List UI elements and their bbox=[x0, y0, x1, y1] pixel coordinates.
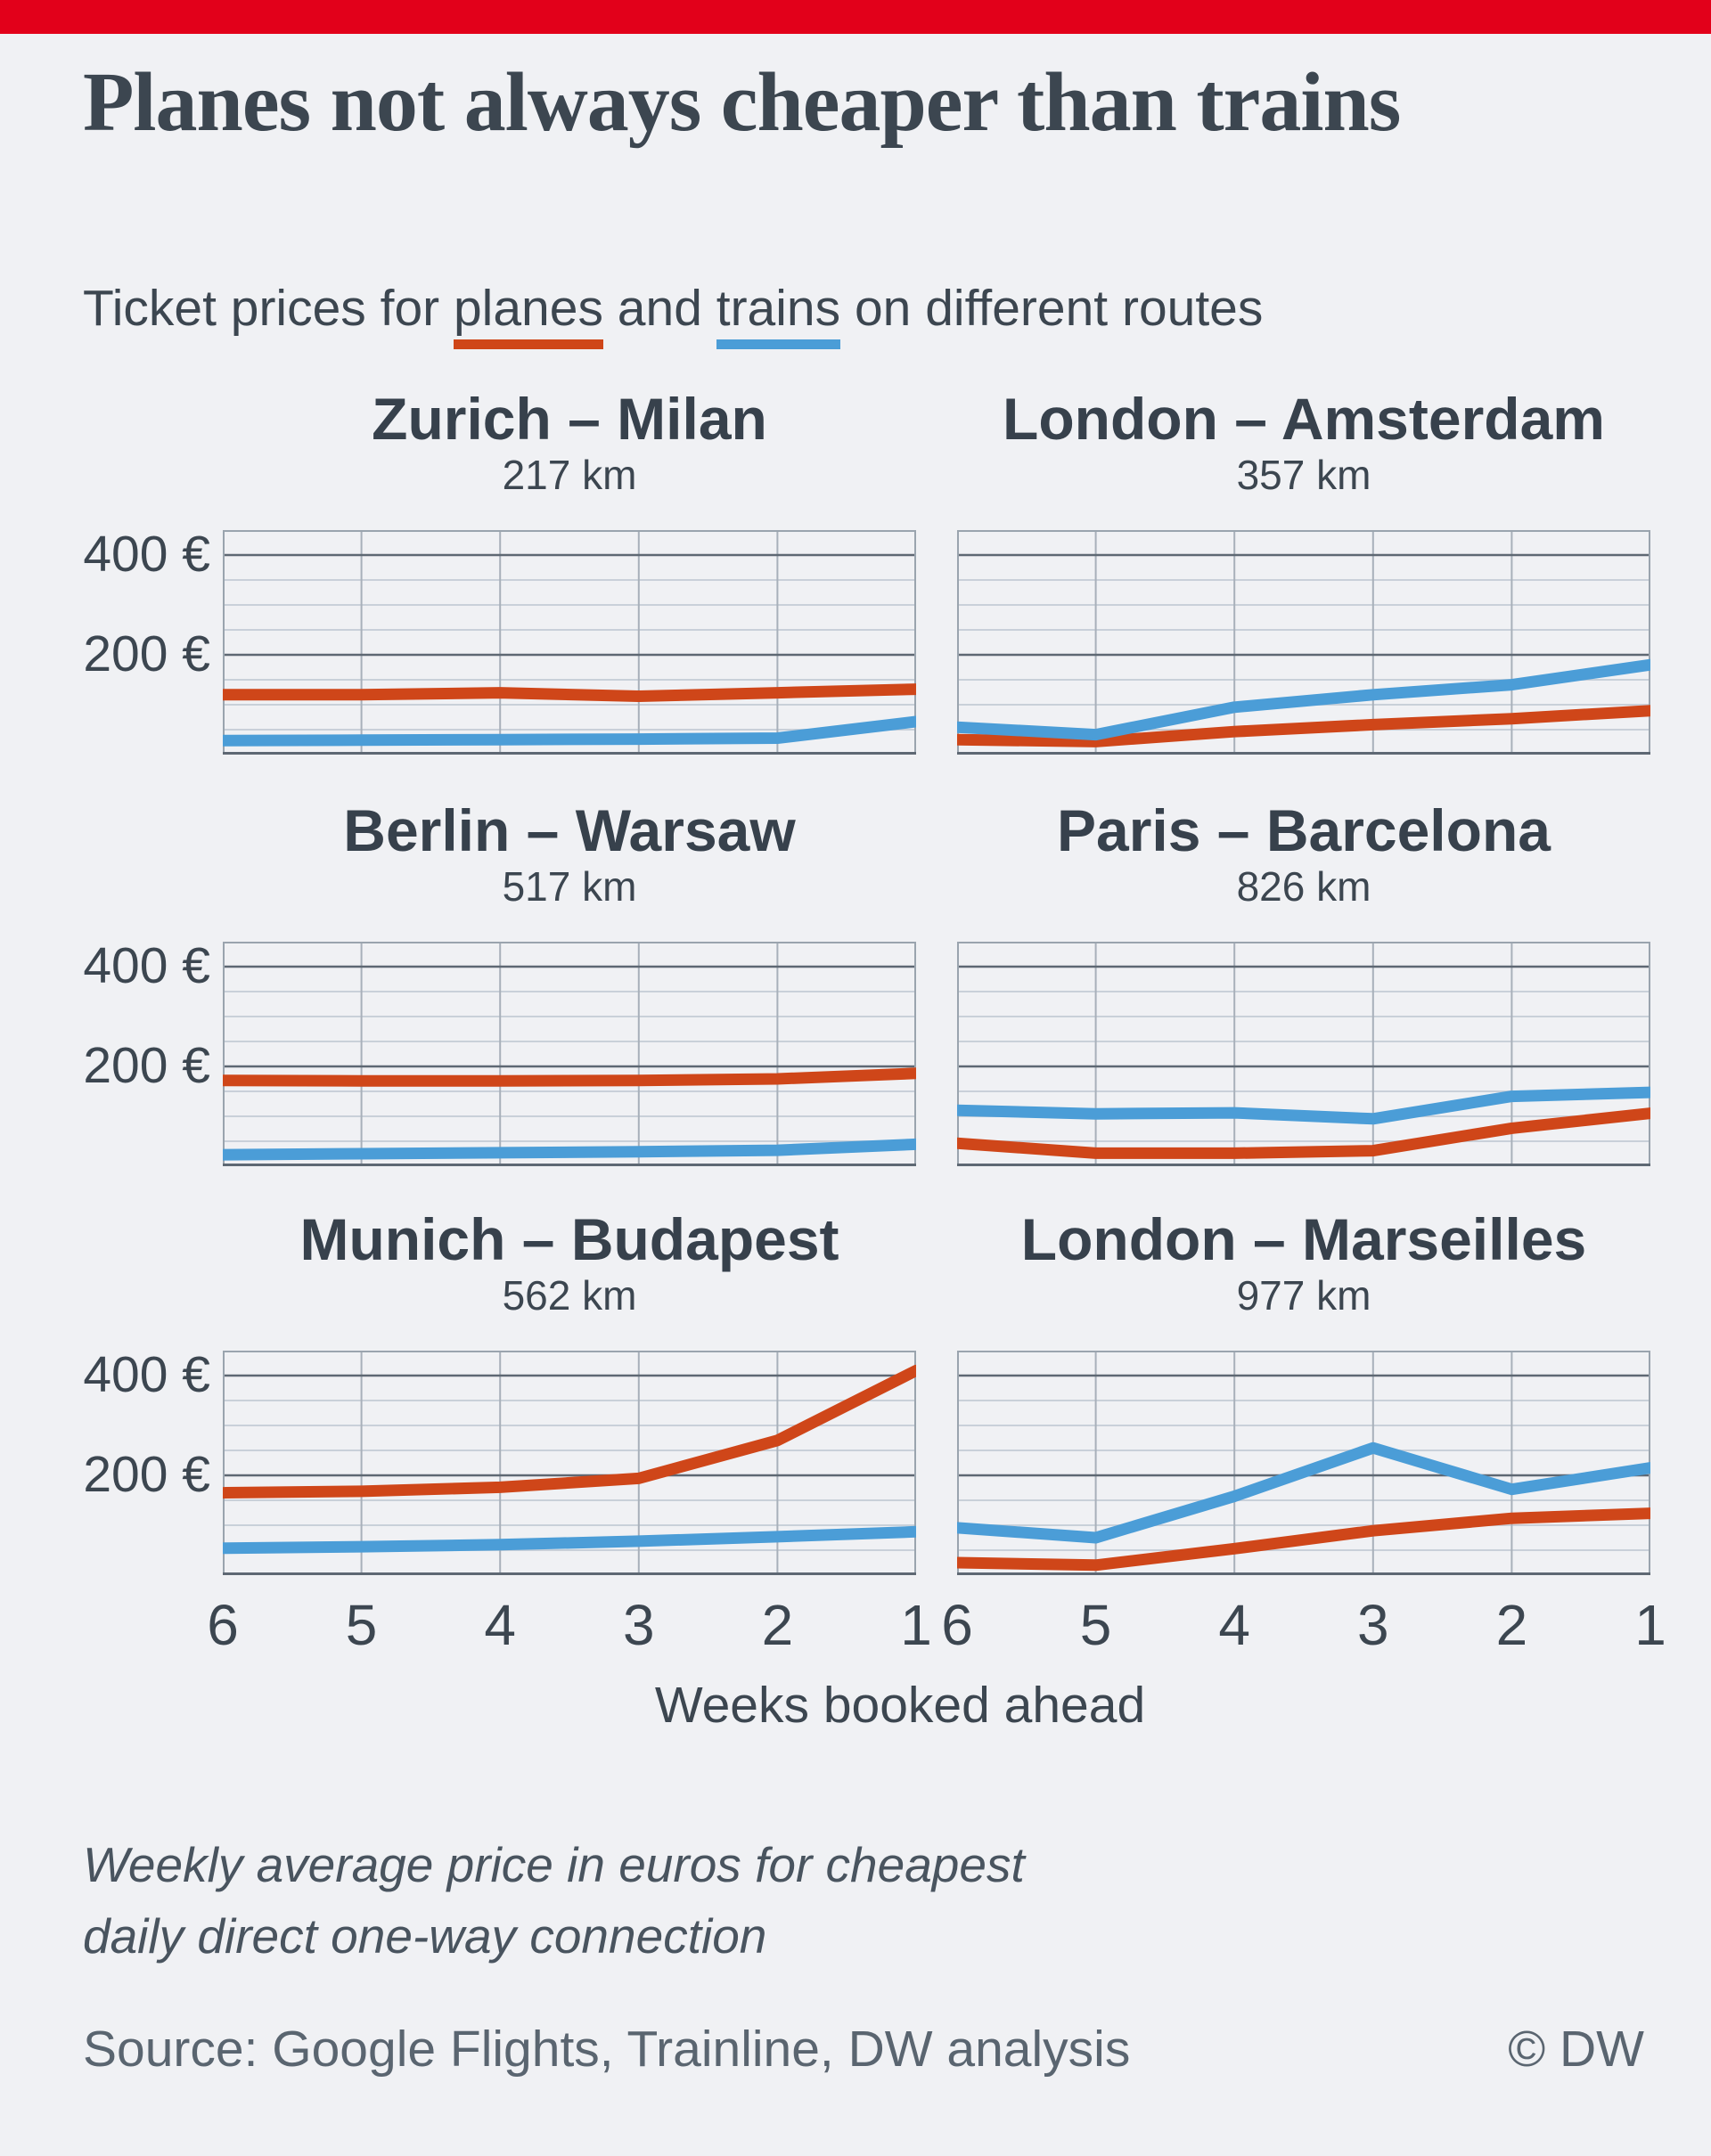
x-tick: 5 bbox=[345, 1593, 378, 1657]
chart-london-marseilles: London – Marseilles 977 km bbox=[957, 1210, 1650, 1584]
chart-distance: 217 km bbox=[502, 452, 637, 498]
copyright-dw: © DW bbox=[1508, 2021, 1644, 2078]
y-tick-200-row1: 200 € bbox=[83, 625, 210, 682]
chart-berlin-warsaw: Berlin – Warsaw 517 km bbox=[223, 801, 916, 1175]
chart-title: Zurich – Milan bbox=[372, 386, 767, 452]
plane-line bbox=[957, 1507, 1650, 1572]
legend-planes: planes bbox=[453, 283, 603, 349]
plot-zurich-milan bbox=[223, 530, 916, 755]
y-tick-200-row3: 200 € bbox=[83, 1446, 210, 1503]
plane-line bbox=[223, 1364, 916, 1499]
plot-london-amsterdam bbox=[957, 530, 1650, 755]
x-axis-ticks-right: 6 5 4 3 2 1 bbox=[941, 1593, 1666, 1659]
x-axis-ticks-left: 6 5 4 3 2 1 bbox=[207, 1593, 932, 1659]
source-text: Source: Google Flights, Trainline, DW an… bbox=[83, 2021, 1131, 2078]
x-tick: 1 bbox=[900, 1593, 932, 1657]
x-tick: 1 bbox=[1634, 1593, 1666, 1657]
chart-title: Berlin – Warsaw bbox=[343, 797, 796, 863]
y-tick-200-row2: 200 € bbox=[83, 1037, 210, 1094]
chart-distance: 826 km bbox=[1236, 863, 1371, 910]
subtitle-after: on different routes bbox=[840, 280, 1264, 337]
footnote: Weekly average price in euros for cheape… bbox=[83, 1837, 1025, 1964]
legend-trains: trains bbox=[716, 283, 841, 349]
train-line bbox=[223, 1525, 916, 1555]
x-tick: 2 bbox=[1495, 1593, 1528, 1657]
chart-title: Munich – Budapest bbox=[299, 1206, 839, 1272]
plot-berlin-warsaw bbox=[223, 942, 916, 1166]
x-tick: 2 bbox=[761, 1593, 794, 1657]
brand-bar bbox=[0, 0, 1711, 34]
plot-munich-budapest bbox=[223, 1351, 916, 1575]
chart-munich-budapest: Munich – Budapest 562 km bbox=[223, 1210, 916, 1584]
chart-distance: 517 km bbox=[502, 863, 637, 910]
x-tick: 4 bbox=[484, 1593, 516, 1657]
x-tick: 6 bbox=[207, 1593, 239, 1657]
chart-title: London – Marseilles bbox=[1020, 1206, 1587, 1272]
x-tick: 3 bbox=[1357, 1593, 1389, 1657]
subtitle-mid: and bbox=[602, 280, 716, 337]
plane-line bbox=[957, 1107, 1650, 1159]
chart-london-amsterdam: London – Amsterdam 357 km bbox=[957, 389, 1650, 764]
train-line bbox=[957, 1086, 1650, 1125]
y-tick-400-row2: 400 € bbox=[83, 937, 210, 994]
y-tick-400-row3: 400 € bbox=[83, 1346, 210, 1403]
chart-title: Paris – Barcelona bbox=[1057, 797, 1551, 863]
x-tick: 5 bbox=[1079, 1593, 1112, 1657]
plane-line bbox=[223, 1067, 916, 1087]
chart-zurich-milan: Zurich – Milan 217 km bbox=[223, 389, 916, 764]
x-tick: 3 bbox=[623, 1593, 655, 1657]
chart-title: London – Amsterdam bbox=[1003, 386, 1605, 452]
x-axis-label: Weeks booked ahead bbox=[654, 1677, 1146, 1734]
plane-line bbox=[223, 683, 916, 702]
plane-line bbox=[957, 705, 1650, 747]
chart-distance: 562 km bbox=[502, 1272, 637, 1319]
plot-paris-barcelona bbox=[957, 942, 1650, 1166]
subtitle: Ticket prices for planes and trains on d… bbox=[83, 278, 1263, 349]
train-line bbox=[957, 1441, 1650, 1544]
train-line bbox=[223, 715, 916, 747]
train-line bbox=[223, 1138, 916, 1161]
page-title: Planes not always cheaper than trains bbox=[83, 56, 1401, 149]
train-line bbox=[957, 658, 1650, 741]
x-tick: 6 bbox=[941, 1593, 973, 1657]
chart-distance: 977 km bbox=[1236, 1272, 1371, 1319]
chart-paris-barcelona: Paris – Barcelona 826 km bbox=[957, 801, 1650, 1175]
plot-london-marseilles bbox=[957, 1351, 1650, 1575]
x-tick: 4 bbox=[1218, 1593, 1250, 1657]
y-tick-400-row1: 400 € bbox=[83, 526, 210, 583]
chart-distance: 357 km bbox=[1236, 452, 1371, 498]
subtitle-before: Ticket prices for bbox=[83, 280, 454, 337]
